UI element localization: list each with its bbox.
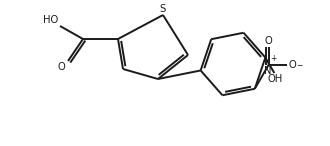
- Text: O: O: [57, 62, 65, 72]
- Text: N: N: [264, 66, 272, 75]
- Text: S: S: [160, 4, 166, 14]
- Text: O: O: [289, 60, 297, 69]
- Text: −: −: [296, 61, 302, 70]
- Text: O: O: [265, 35, 273, 46]
- Text: +: +: [270, 54, 276, 62]
- Text: HO: HO: [43, 15, 58, 25]
- Text: OH: OH: [268, 74, 283, 84]
